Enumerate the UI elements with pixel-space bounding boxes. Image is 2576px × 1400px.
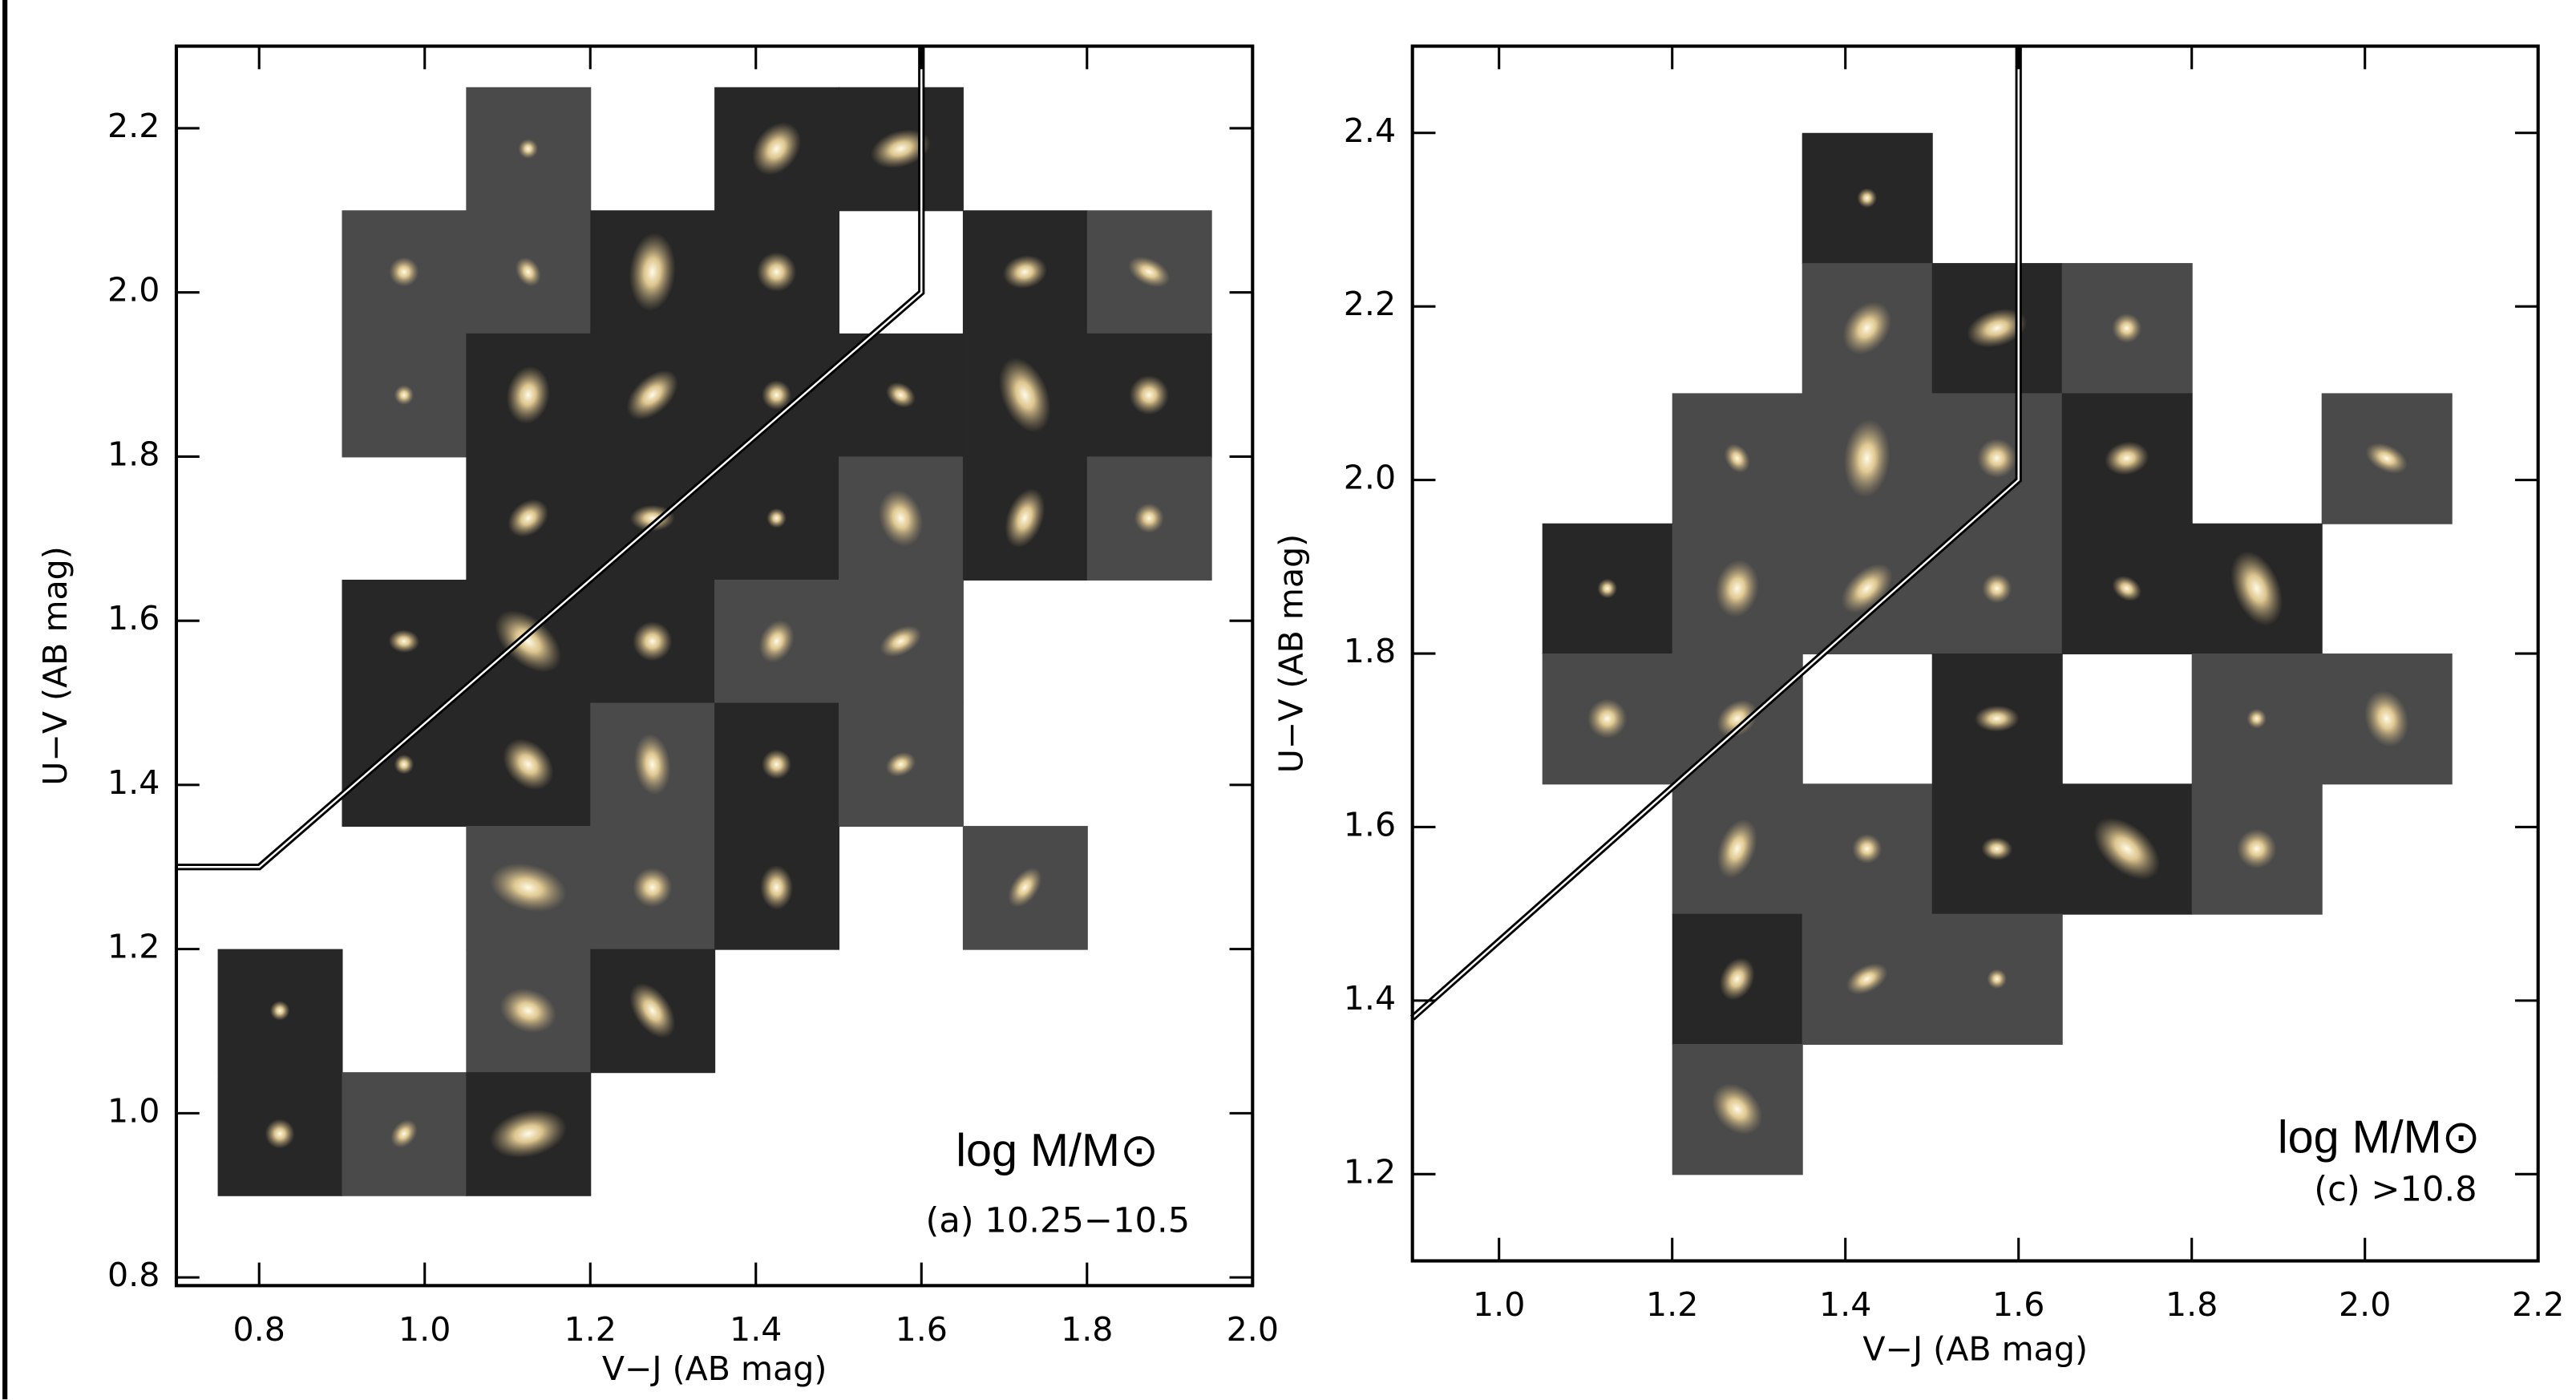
y-tick-label: 1.4 xyxy=(107,763,160,802)
y-tick-label: 1.4 xyxy=(1344,979,1396,1018)
page: {"chart_data": [ {"type": "tiles", "xlab… xyxy=(0,0,2576,1400)
bin-label: (c) >10.8 xyxy=(2314,1170,2477,1210)
figure: 0.8 1.0 1.2 1.4 1.6 1.8 2.0 0.8 1.0 1.2 1.4 1.6 1.8 2… xyxy=(0,0,2576,1400)
y-tick-label: 1.8 xyxy=(107,435,160,473)
y-axis-title: U−V (AB mag) xyxy=(36,546,75,786)
x-axis-title: V−J (AB mag) xyxy=(602,1349,827,1388)
x-tick-label: 1.2 xyxy=(1646,1285,1698,1324)
x-tick-label: 2.2 xyxy=(2512,1285,2564,1324)
y-tick-label: 1.6 xyxy=(1344,805,1396,844)
x-tick-label: 2.0 xyxy=(1227,1310,1279,1349)
mass-label: log M/M⊙ xyxy=(2278,1112,2481,1163)
x-axis-title: V−J (AB mag) xyxy=(1862,1330,2088,1369)
mass-label: log M/M⊙ xyxy=(956,1125,1159,1176)
galaxy-glow xyxy=(1857,188,1877,208)
x-tick-label: 1.8 xyxy=(1061,1310,1113,1349)
y-tick-label: 1.6 xyxy=(107,599,160,637)
x-tick-label: 0.8 xyxy=(233,1310,285,1349)
y-tick-label: 2.0 xyxy=(1344,459,1396,497)
y-tick-label: 2.4 xyxy=(1344,111,1396,150)
y-tick-label: 1.8 xyxy=(1344,632,1396,670)
y-tick-label: 2.0 xyxy=(107,271,160,310)
x-tick-label: 1.6 xyxy=(896,1310,948,1349)
x-tick-label: 1.0 xyxy=(1473,1285,1525,1324)
y-tick-label: 1.0 xyxy=(107,1091,160,1130)
y-tick-label: 2.2 xyxy=(1344,285,1396,323)
x-tick-label: 1.2 xyxy=(564,1310,617,1349)
y-tick-label: 1.2 xyxy=(1344,1152,1396,1191)
x-tick-label: 1.6 xyxy=(1992,1285,2044,1324)
galaxy-glow xyxy=(518,139,538,159)
x-tick-label: 1.8 xyxy=(2166,1285,2218,1324)
y-tick-label: 0.8 xyxy=(107,1256,160,1294)
y-tick-label: 1.2 xyxy=(107,928,160,966)
y-axis-title: U−V (AB mag) xyxy=(1272,534,1311,774)
x-tick-label: 1.4 xyxy=(730,1310,782,1349)
x-tick-label: 1.0 xyxy=(398,1310,451,1349)
bin-label: (a) 10.25−10.5 xyxy=(926,1201,1191,1241)
x-tick-label: 2.0 xyxy=(2339,1285,2391,1324)
y-tick-label: 2.2 xyxy=(107,107,160,145)
x-tick-label: 1.4 xyxy=(1819,1285,1871,1324)
